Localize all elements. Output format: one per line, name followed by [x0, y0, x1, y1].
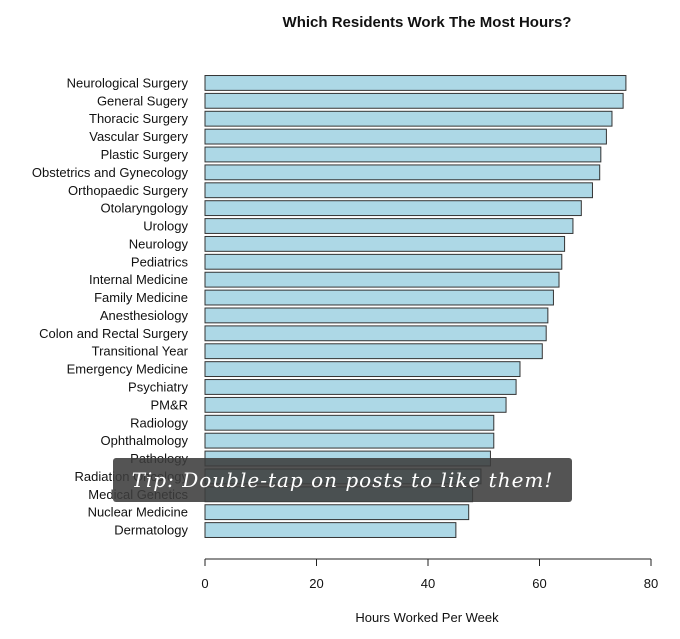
- bar: [204, 218, 574, 234]
- bar: [204, 343, 543, 360]
- category-label: Psychiatry: [128, 379, 188, 394]
- category-label: General Sugery: [97, 93, 189, 108]
- category-label: Anesthesiology: [100, 308, 189, 323]
- category-label: Otolaryngology: [101, 201, 189, 216]
- chart-title: Which Residents Work The Most Hours?: [283, 14, 572, 31]
- category-label: Internal Medicine: [89, 272, 188, 287]
- bar: [204, 325, 547, 342]
- category-label: Thoracic Surgery: [89, 111, 188, 126]
- category-label: Radiology: [130, 415, 188, 430]
- bar: [204, 522, 457, 538]
- bar: [204, 271, 560, 288]
- bar: [204, 128, 607, 145]
- category-label: Plastic Surgery: [101, 147, 189, 162]
- bar: [204, 235, 566, 252]
- bar: [204, 289, 554, 306]
- bar: [204, 307, 549, 324]
- category-label: Obstetrics and Gynecology: [32, 165, 189, 180]
- category-label: Transitional Year: [92, 344, 189, 359]
- category-label: Nuclear Medicine: [88, 505, 188, 520]
- x-tick-label: 60: [532, 576, 546, 591]
- bar: [204, 110, 613, 127]
- x-tick-label: 40: [421, 576, 435, 591]
- category-label: Vascular Surgery: [89, 129, 188, 144]
- category-label: Neurology: [129, 236, 189, 251]
- category-label: Family Medicine: [94, 290, 188, 305]
- x-tick-label: 20: [309, 576, 323, 591]
- bar: [204, 75, 627, 91]
- x-axis-label: Hours Worked Per Week: [355, 610, 499, 625]
- category-labels: Neurological Surgery General Sugery Thorac…: [32, 75, 189, 537]
- bar: [204, 92, 624, 109]
- bar: [204, 164, 601, 181]
- bar: [204, 414, 495, 431]
- category-label: PM&R: [150, 397, 188, 412]
- category-label: Urology: [143, 219, 188, 234]
- bar: [204, 253, 563, 270]
- bar: [204, 432, 495, 449]
- x-axis: 0 20 40 60 80: [201, 558, 658, 591]
- category-label: Colon and Rectal Surgery: [39, 326, 188, 341]
- category-label: Orthopaedic Surgery: [68, 183, 188, 198]
- x-tick-label: 80: [644, 576, 658, 591]
- tip-toast[interactable]: Tip: Double-tap on posts to like them!: [113, 458, 572, 502]
- category-label: Ophthalmology: [101, 433, 189, 448]
- bar: [204, 146, 602, 163]
- bar: [204, 182, 593, 199]
- bar: [204, 361, 521, 378]
- bar: [204, 504, 470, 521]
- category-label: Dermatology: [114, 523, 188, 538]
- tip-text: Tip: Double-tap on posts to like them!: [131, 468, 554, 492]
- category-label: Neurological Surgery: [67, 75, 189, 90]
- bar: [204, 379, 517, 395]
- bar: [204, 200, 582, 217]
- category-label: Pediatrics: [131, 254, 189, 269]
- category-label: Emergency Medicine: [67, 362, 188, 377]
- bar: [204, 396, 507, 413]
- x-tick-label: 0: [201, 576, 208, 591]
